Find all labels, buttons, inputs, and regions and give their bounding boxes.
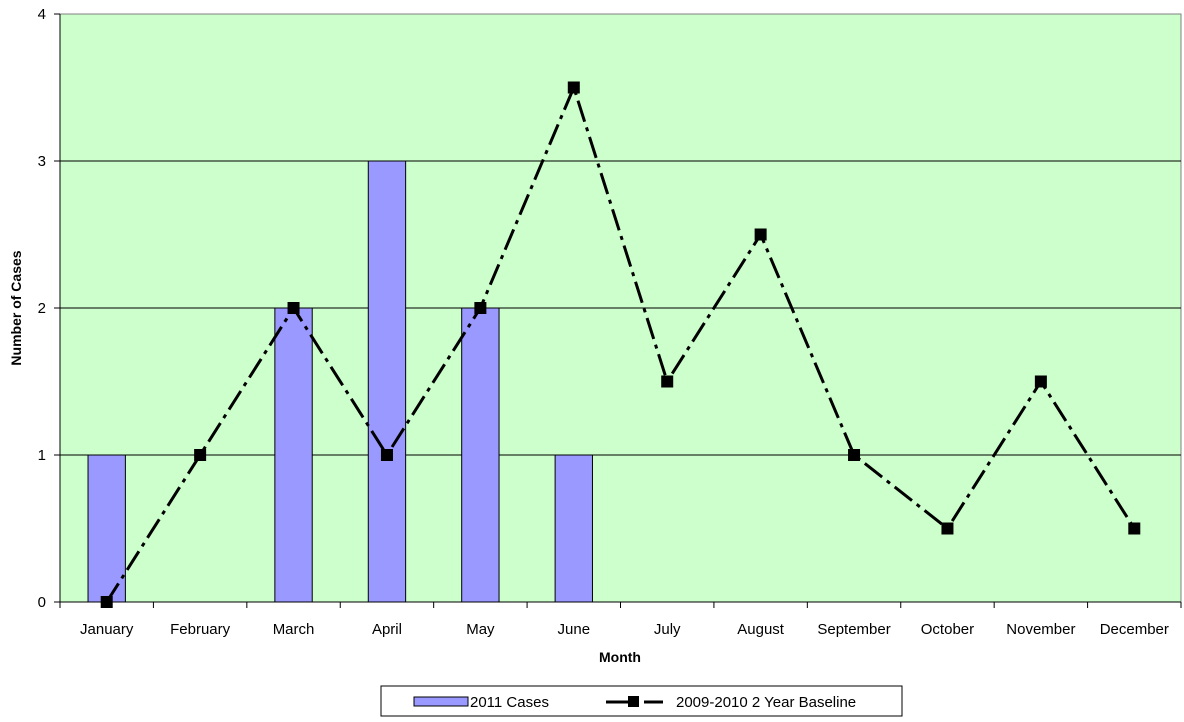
- legend-swatch-marker: [628, 696, 639, 707]
- baseline-point: [567, 81, 580, 94]
- y-tick-label: 4: [38, 6, 46, 23]
- x-tick-label: March: [273, 621, 315, 638]
- baseline-point: [754, 228, 767, 241]
- baseline-point: [194, 449, 207, 461]
- baseline-point: [848, 449, 861, 461]
- baseline-point: [941, 522, 954, 535]
- legend-label-bar: 2011 Cases: [470, 694, 549, 711]
- baseline-point: [287, 302, 300, 314]
- bar: [367, 160, 407, 603]
- x-tick-label: November: [1006, 621, 1075, 638]
- x-axis-title: Month: [599, 649, 641, 665]
- x-tick-label: October: [921, 621, 974, 638]
- legend: 2011 Cases 2009-2010 2 Year Baseline: [380, 685, 903, 717]
- baseline-series: [100, 81, 1141, 608]
- y-tick-label: 2: [38, 300, 46, 317]
- bar: [274, 307, 313, 603]
- y-tick-label: 0: [38, 594, 46, 611]
- baseline-point: [474, 302, 487, 314]
- x-tick-label: July: [654, 621, 681, 638]
- baseline-point: [661, 375, 674, 388]
- baseline-point: [100, 596, 113, 608]
- x-tick-label: May: [466, 621, 495, 638]
- legend-label-line: 2009-2010 2 Year Baseline: [676, 694, 856, 711]
- bar: [87, 454, 126, 603]
- y-axis-title: Number of Cases: [8, 250, 24, 365]
- axes: [54, 13, 1182, 608]
- bar: [461, 307, 500, 603]
- x-tick-label: August: [737, 621, 785, 638]
- baseline-line: [105, 86, 1136, 603]
- x-tick-label: February: [170, 621, 231, 638]
- x-tick-label: April: [372, 621, 402, 638]
- bar: [554, 454, 593, 603]
- legend-swatch-bar: [413, 696, 469, 707]
- tick-labels: 0 1 2 3 4 January February March April May June Jul…: [38, 6, 1169, 638]
- x-tick-label: January: [80, 621, 134, 638]
- baseline-point: [1034, 375, 1047, 388]
- y-tick-label: 1: [38, 447, 46, 464]
- x-tick-label: September: [817, 621, 890, 638]
- bar-series: [87, 160, 593, 603]
- baseline-point: [1128, 522, 1141, 535]
- baseline-point: [380, 449, 393, 461]
- x-tick-label: December: [1100, 621, 1169, 638]
- y-tick-label: 3: [38, 153, 46, 170]
- x-tick-label: June: [558, 621, 591, 638]
